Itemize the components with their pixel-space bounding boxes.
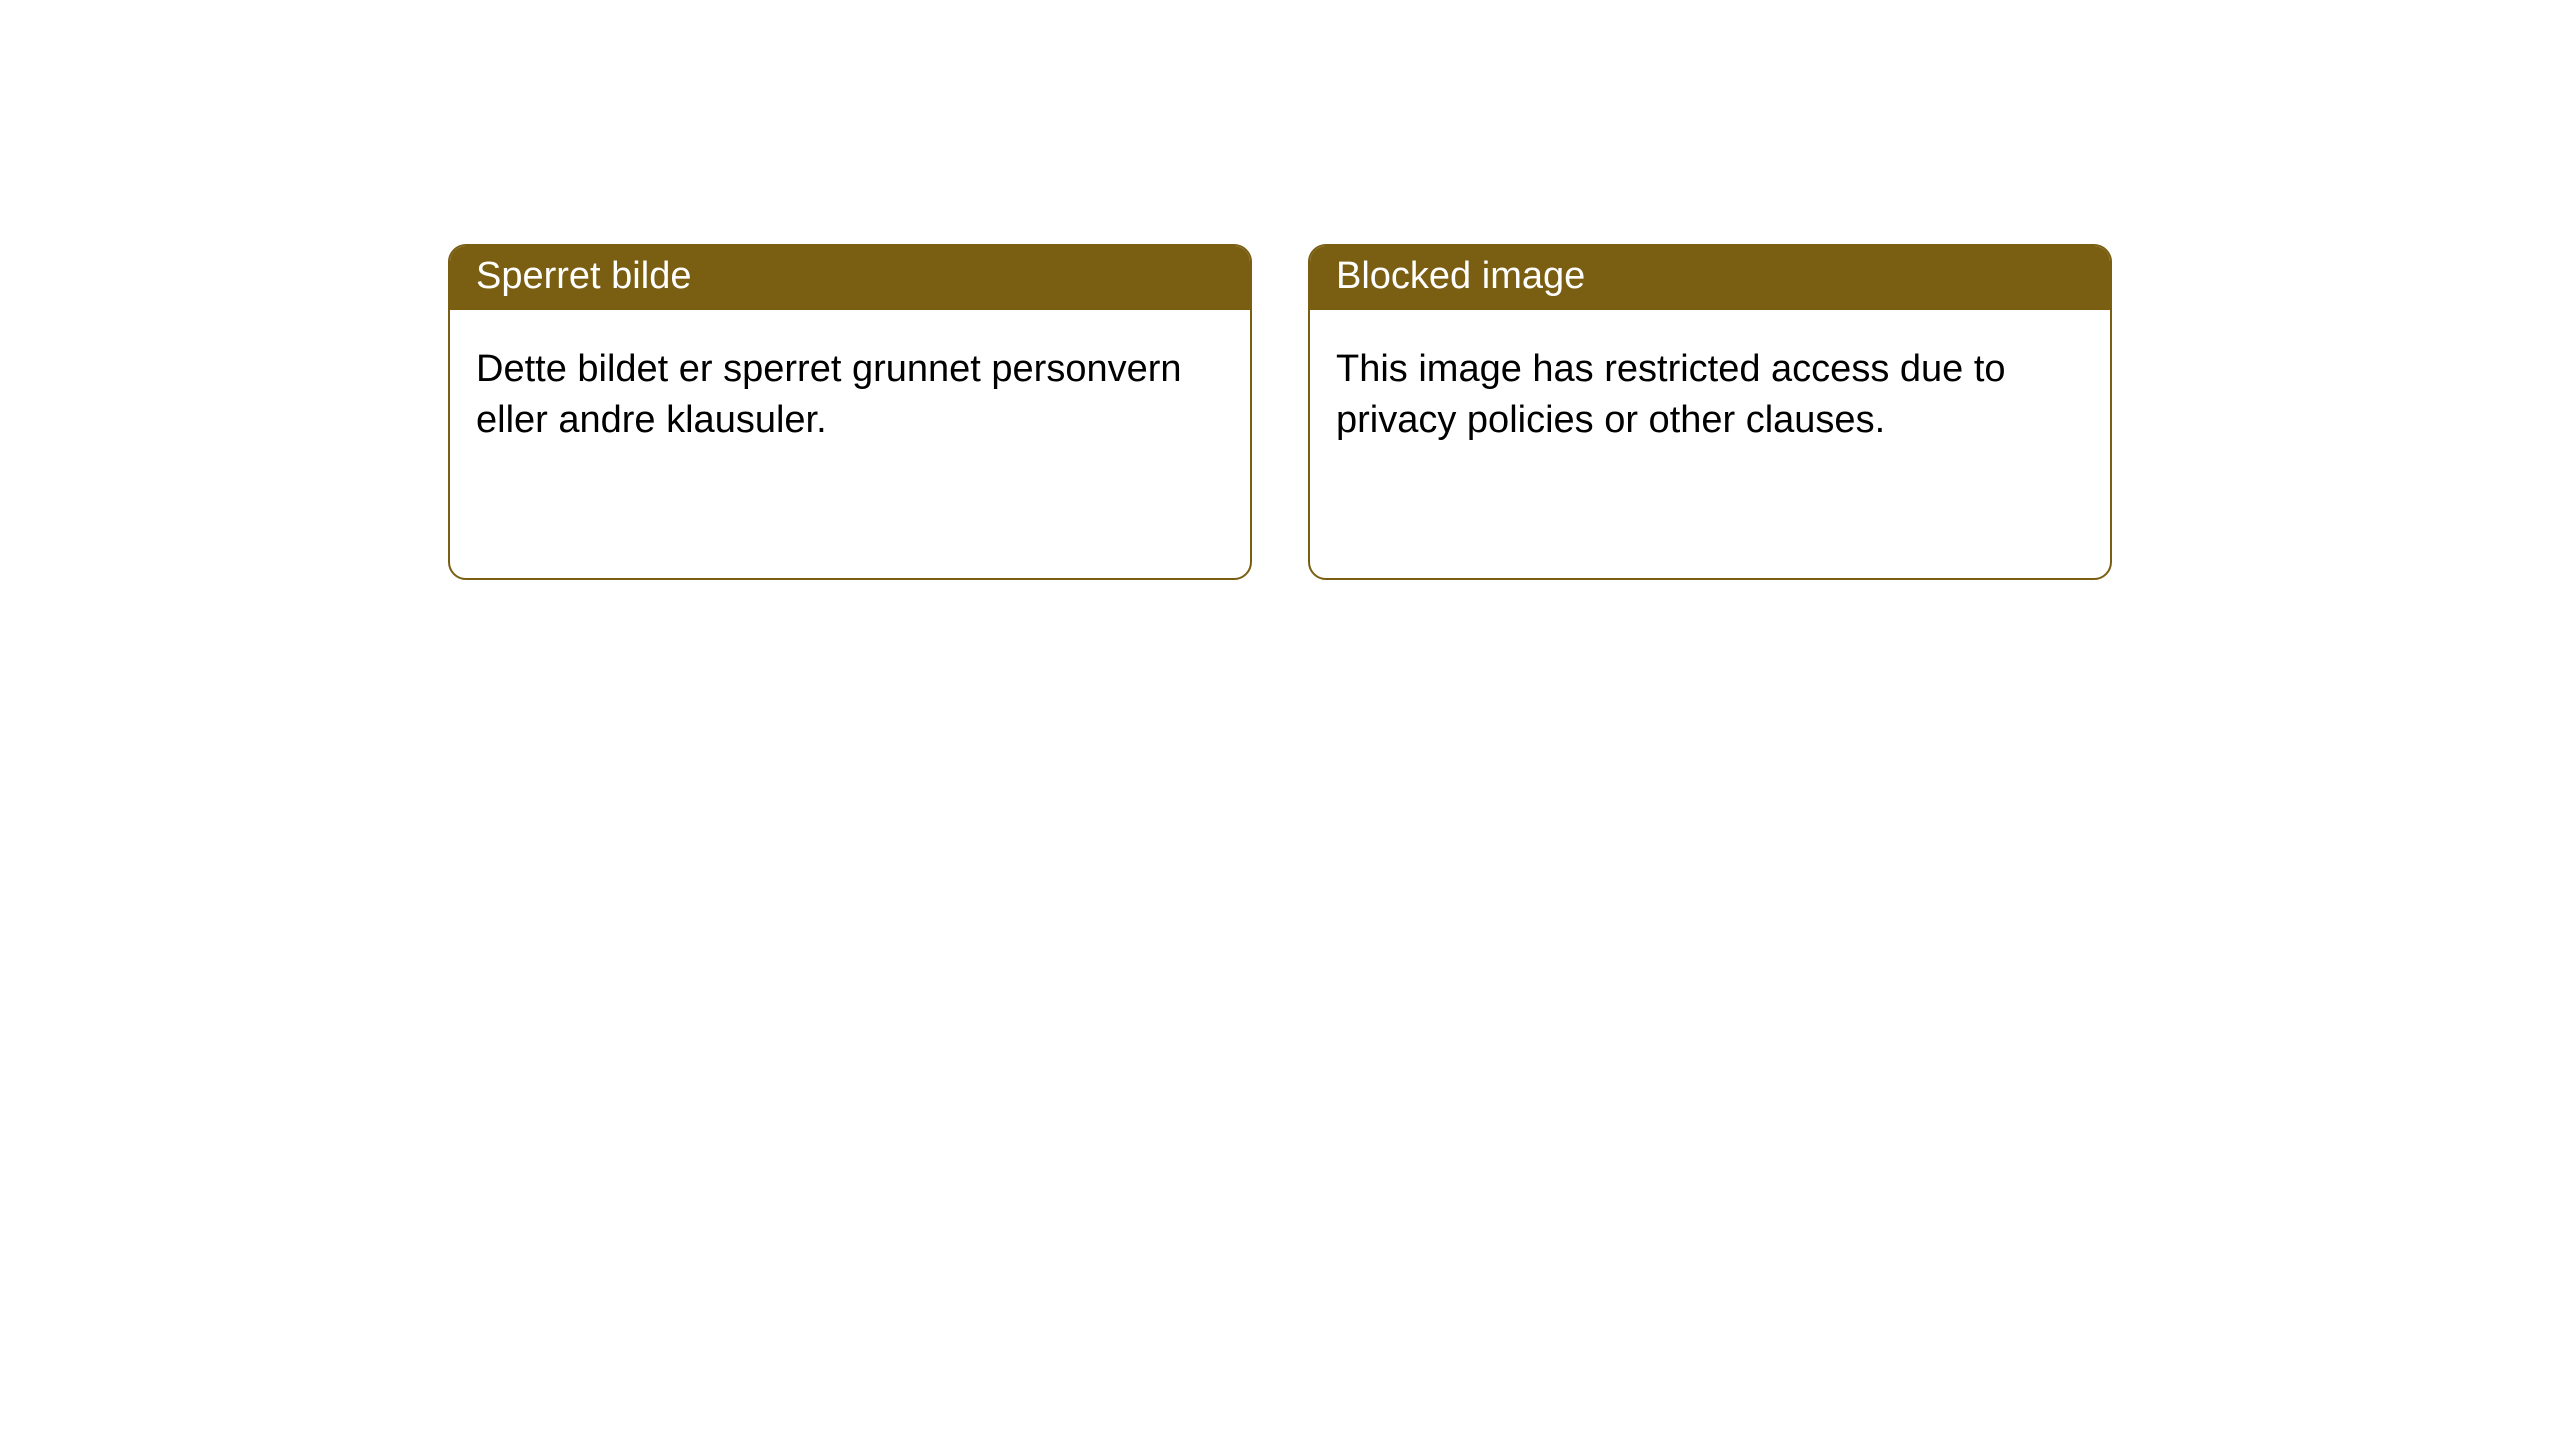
notice-cards-container: Sperret bilde Dette bildet er sperret gr… (0, 0, 2560, 580)
card-header-no: Sperret bilde (450, 246, 1250, 310)
card-body-no: Dette bildet er sperret grunnet personve… (450, 310, 1250, 481)
card-body-en: This image has restricted access due to … (1310, 310, 2110, 481)
card-header-en: Blocked image (1310, 246, 2110, 310)
blocked-image-card-no: Sperret bilde Dette bildet er sperret gr… (448, 244, 1252, 580)
blocked-image-card-en: Blocked image This image has restricted … (1308, 244, 2112, 580)
